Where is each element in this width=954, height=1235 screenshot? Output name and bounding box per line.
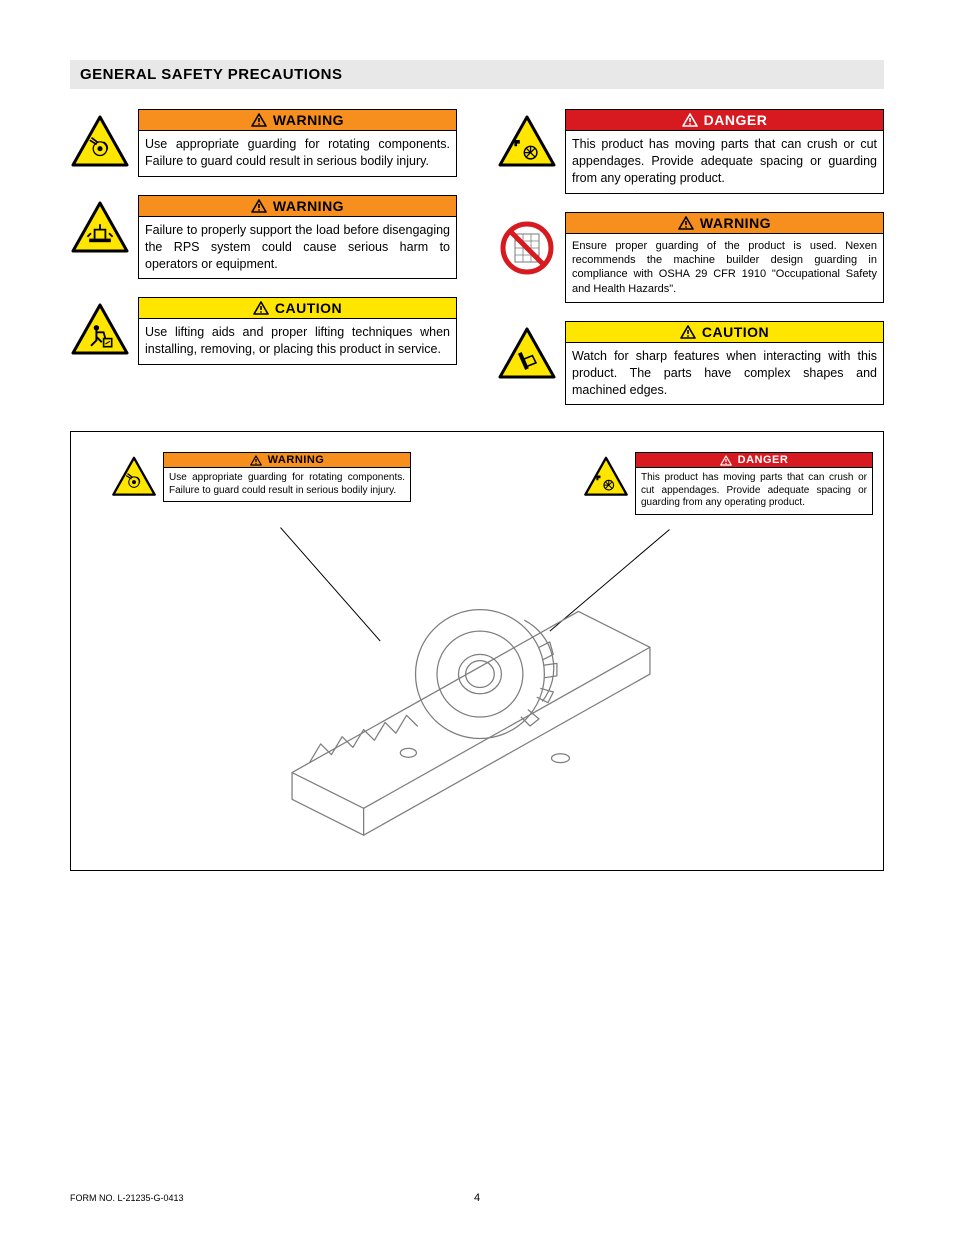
caution-header: CAUTION [566, 322, 883, 343]
lifting-hazard-icon [70, 303, 130, 363]
warning-support: WARNING Failure to properly support the … [70, 195, 457, 280]
caution-lifting-msg: CAUTION Use lifting aids and proper lift… [138, 297, 457, 365]
warning-header: WARNING [139, 196, 456, 217]
danger-label: DANGER [704, 112, 768, 128]
osha-prohibit-icon [497, 218, 557, 278]
danger-crush-text: This product has moving parts that can c… [566, 131, 883, 193]
support-load-hazard-icon [70, 201, 130, 261]
left-column: WARNING Use appropriate guarding for rot… [70, 109, 457, 405]
caution-label: CAUTION [275, 300, 342, 316]
caution-sharp-msg: CAUTION Watch for sharp features when in… [565, 321, 884, 406]
warning-osha-msg: WARNING Ensure proper guarding of the pr… [565, 212, 884, 303]
warning-label: WARNING [273, 198, 344, 214]
sharp-edges-hazard-icon [497, 327, 557, 387]
warning-support-msg: WARNING Failure to properly support the … [138, 195, 457, 280]
section-header: GENERAL SAFETY PRECAUTIONS [70, 60, 884, 89]
warning-support-text: Failure to properly support the load bef… [139, 217, 456, 279]
crush-hazard-icon [497, 115, 557, 175]
caution-sharp: CAUTION Watch for sharp features when in… [497, 321, 884, 406]
page-number: 4 [474, 1192, 480, 1204]
danger-crush-msg: DANGER This product has moving parts tha… [565, 109, 884, 194]
warning-osha-text: Ensure proper guarding of the product is… [566, 234, 883, 302]
footer: FORM NO. L-21235-G-0413 4 [70, 1193, 884, 1203]
caution-lifting-text: Use lifting aids and proper lifting tech… [139, 319, 456, 364]
danger-header: DANGER [566, 110, 883, 131]
diagram-frame: WARNING Use appropriate guarding for rot… [70, 431, 884, 871]
caution-header: CAUTION [139, 298, 456, 319]
pinion-rack-drawing [211, 522, 731, 862]
warning-rotating-msg: WARNING Use appropriate guarding for rot… [138, 109, 457, 177]
warning-rotating: WARNING Use appropriate guarding for rot… [70, 109, 457, 177]
warning-rotating-text: Use appropriate guarding for rotating co… [139, 131, 456, 176]
danger-crush: DANGER This product has moving parts tha… [497, 109, 884, 194]
rotating-hazard-icon [70, 115, 130, 175]
right-column: DANGER This product has moving parts tha… [497, 109, 884, 405]
warning-label: WARNING [700, 215, 771, 231]
caution-sharp-text: Watch for sharp features when interactin… [566, 343, 883, 405]
warning-header: WARNING [139, 110, 456, 131]
form-number: FORM NO. L-21235-G-0413 [70, 1193, 184, 1203]
caution-lifting: CAUTION Use lifting aids and proper lift… [70, 297, 457, 365]
warning-header: WARNING [566, 213, 883, 234]
safety-columns: WARNING Use appropriate guarding for rot… [70, 109, 884, 405]
warning-label: WARNING [273, 112, 344, 128]
caution-label: CAUTION [702, 324, 769, 340]
warning-osha: WARNING Ensure proper guarding of the pr… [497, 212, 884, 303]
